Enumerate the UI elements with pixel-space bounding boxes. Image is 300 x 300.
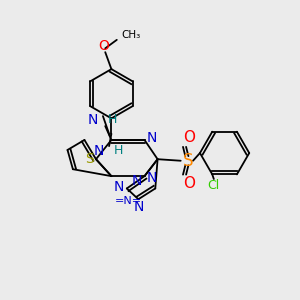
Text: N: N <box>132 174 142 188</box>
Text: N: N <box>147 172 158 185</box>
Text: O: O <box>183 176 195 191</box>
Text: N: N <box>147 130 158 145</box>
Text: N: N <box>133 200 143 214</box>
Text: H: H <box>114 144 123 157</box>
Text: N: N <box>87 113 98 127</box>
Text: O: O <box>98 39 109 53</box>
Text: CH₃: CH₃ <box>122 30 141 40</box>
Text: =N=: =N= <box>115 196 142 206</box>
Text: Cl: Cl <box>208 179 220 192</box>
Text: N: N <box>114 180 124 194</box>
Text: N: N <box>94 144 104 158</box>
Text: O: O <box>183 130 195 145</box>
Text: S: S <box>85 152 94 166</box>
Text: H: H <box>108 113 117 126</box>
Text: S: S <box>183 152 194 170</box>
